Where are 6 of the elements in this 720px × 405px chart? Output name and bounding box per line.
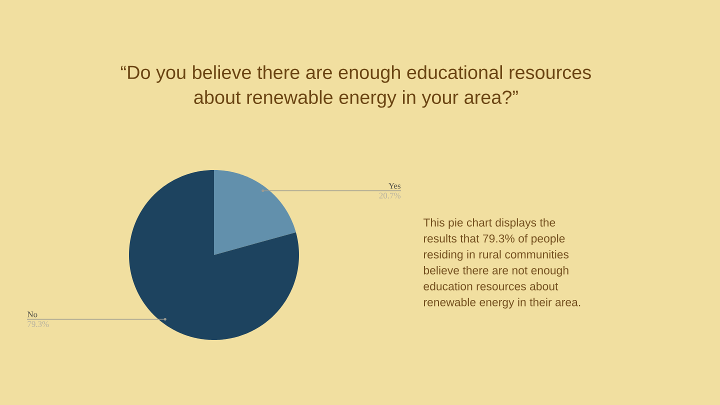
slice-label: No [27,312,38,318]
data-label: 79.3% [28,321,49,328]
slice-label: Yes [388,183,400,189]
data-label: 20.7% [379,192,401,198]
chart-title: “Do you believe there are enough educational resources about renewable energy in your area?” [120,65,591,108]
text: This pie chart displays the results that 79.3% of people residing in rural communities believe there are not enough education resources about renewable energy in their area. [423,218,580,309]
